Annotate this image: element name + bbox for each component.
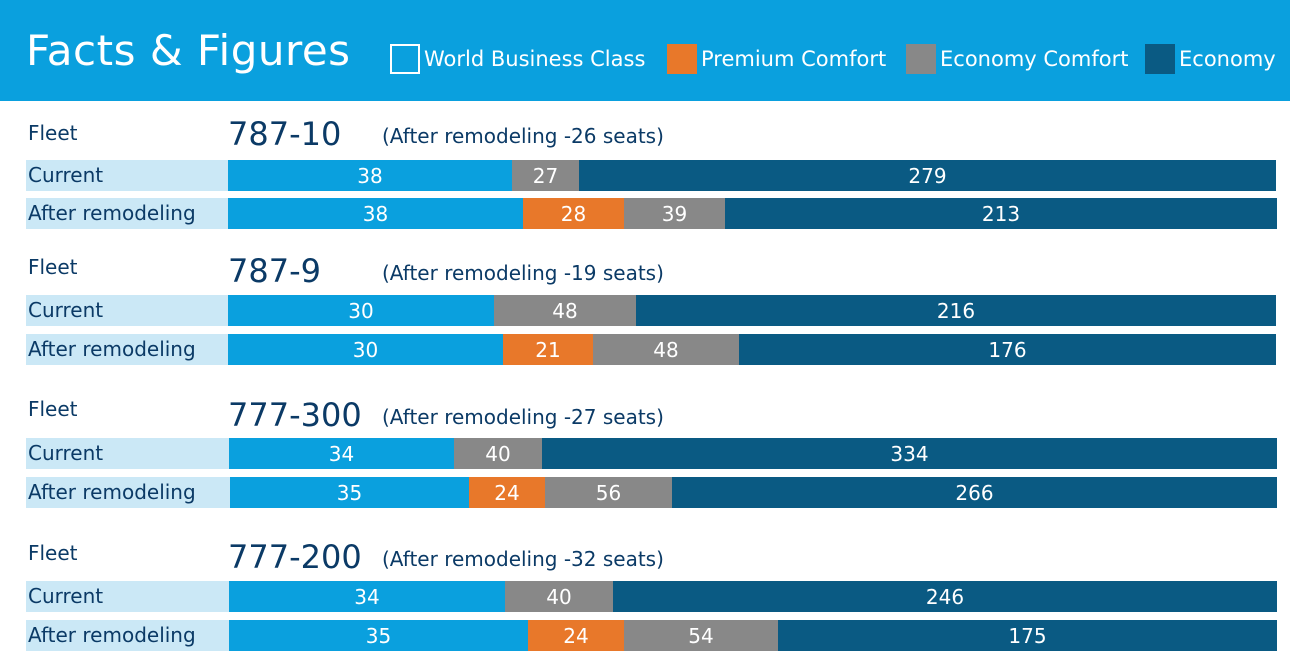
legend-item-premium-comfort: Premium Comfort [667,43,886,75]
legend-swatch-economy-comfort [906,44,936,74]
fleet-note: (After remodeling -32 seats) [382,547,664,571]
legend-swatch-economy [1145,44,1175,74]
legend-label-economy-comfort: Economy Comfort [940,47,1129,71]
bar-segment-world-business-class: 35 [230,477,469,508]
bar-segment-economy-comfort: 48 [494,295,636,326]
legend-item-economy: Economy [1145,43,1276,75]
legend-swatch-world-business-class [390,44,420,74]
bar-segment-world-business-class: 30 [228,295,494,326]
fleet-label: Fleet [28,121,78,145]
row-label: Current [26,438,229,469]
bar-segment-economy: 176 [739,334,1276,365]
legend-label-economy: Economy [1179,47,1276,71]
stacked-bar: 38 27 279 [228,160,1276,191]
legend-item-economy-comfort: Economy Comfort [906,43,1128,75]
bar-segment-premium-comfort: 24 [528,620,624,651]
bar-segment-economy-comfort: 27 [512,160,579,191]
fleet-label: Fleet [28,255,78,279]
bar-segment-economy-comfort: 40 [505,581,613,612]
fleet-note: (After remodeling -19 seats) [382,261,664,285]
row-label: Current [26,295,228,326]
header-banner: Facts & Figures World Business Class Pre… [0,0,1290,101]
fleet-label: Fleet [28,397,78,421]
row-label: After remodeling [26,334,228,365]
bar-segment-economy: 266 [672,477,1277,508]
row-label: Current [26,160,228,191]
stacked-bar: 30 48 216 [228,295,1276,326]
bar-segment-world-business-class: 38 [228,198,523,229]
bar-segment-economy: 246 [613,581,1277,612]
stacked-bar: 34 40 334 [229,438,1277,469]
bar-segment-economy: 334 [542,438,1277,469]
row-label: After remodeling [26,198,228,229]
legend-item-world-business-class: World Business Class [390,43,645,75]
legend-label-world-business-class: World Business Class [424,47,646,71]
stacked-bar: 34 40 246 [229,581,1277,612]
stacked-bar: 35 24 56 266 [230,477,1277,508]
bar-segment-premium-comfort: 21 [503,334,593,365]
bar-segment-economy: 213 [725,198,1277,229]
bar-segment-economy: 279 [579,160,1276,191]
row-label: Current [26,581,229,612]
row-label: After remodeling [26,620,229,651]
bar-segment-world-business-class: 35 [229,620,528,651]
bar-segment-economy: 175 [778,620,1277,651]
bar-segment-economy-comfort: 48 [593,334,739,365]
fleet-model-787-9: 787-9 [228,252,321,290]
bar-segment-world-business-class: 30 [228,334,503,365]
fleet-model-787-10: 787-10 [228,115,342,153]
legend-label-premium-comfort: Premium Comfort [701,47,887,71]
bar-segment-economy: 216 [636,295,1276,326]
fleet-label: Fleet [28,541,78,565]
stacked-bar: 30 21 48 176 [228,334,1276,365]
bar-segment-economy-comfort: 40 [454,438,542,469]
page-title: Facts & Figures [26,26,351,75]
bar-segment-economy-comfort: 56 [545,477,672,508]
stacked-bar: 35 24 54 175 [229,620,1277,651]
fleet-note: (After remodeling -26 seats) [382,124,664,148]
legend-swatch-premium-comfort [667,44,697,74]
bar-segment-world-business-class: 34 [229,438,454,469]
bar-segment-world-business-class: 34 [229,581,505,612]
bar-segment-economy-comfort: 39 [624,198,725,229]
row-label: After remodeling [26,477,230,508]
bar-segment-world-business-class: 38 [228,160,512,191]
fleet-model-777-300: 777-300 [228,396,362,434]
bar-segment-economy-comfort: 54 [624,620,778,651]
bar-segment-premium-comfort: 28 [523,198,624,229]
stacked-bar: 38 28 39 213 [228,198,1277,229]
fleet-model-777-200: 777-200 [228,538,362,576]
fleet-note: (After remodeling -27 seats) [382,405,664,429]
bar-segment-premium-comfort: 24 [469,477,545,508]
